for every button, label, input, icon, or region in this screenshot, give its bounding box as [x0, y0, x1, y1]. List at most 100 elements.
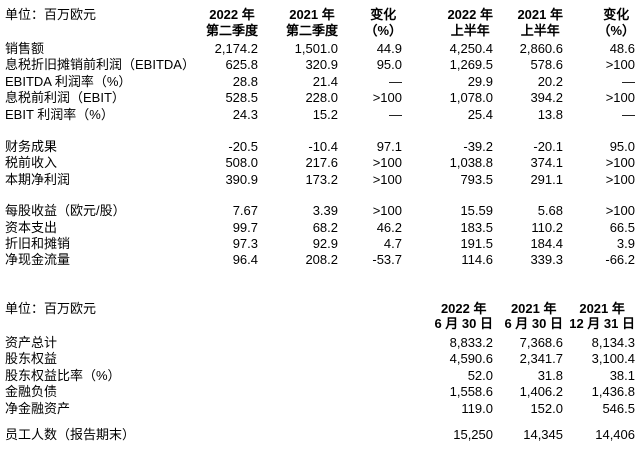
cell-value: >100	[605, 155, 635, 171]
section-gap	[5, 269, 635, 301]
cell-value: 14,406	[595, 426, 635, 442]
cell-value: 1,269.5	[449, 57, 493, 73]
cell-value: >100	[605, 90, 635, 106]
table-row: 金融负债 1,558.6 1,406.2 1,436.8	[5, 384, 635, 400]
col-header-line1: 2022 年	[209, 7, 255, 22]
cell-value: 99.7	[232, 219, 258, 235]
table-header-row: 单位：百万欧元 2022 年第二季度 2021 年第二季度 变化 （%） 2022…	[5, 7, 635, 41]
col-header-line2: 第二季度	[285, 22, 338, 38]
row-label: 员工人数（报告期末）	[5, 426, 136, 442]
cell-value: 4.7	[383, 236, 402, 252]
cell-value: 184.4	[530, 236, 563, 252]
cell-value: 28.8	[232, 73, 258, 89]
row-label: 净现金流量	[5, 252, 71, 268]
row-label: 财务成果	[5, 139, 58, 155]
row-label: EBIT 利润率（%）	[5, 106, 114, 122]
cell-value: >100	[372, 203, 402, 219]
cell-value: -39.2	[463, 139, 493, 155]
row-label: 每股收益（欧元/股）	[5, 203, 126, 219]
cell-value: 2,174.2	[214, 41, 258, 56]
cell-value: -10.4	[308, 139, 338, 155]
cell-value: 52.0	[467, 367, 493, 383]
row-label: 销售额	[5, 41, 45, 56]
col-header-2022-h1: 2022 年上半年	[402, 7, 493, 41]
cell-value: 625.8	[225, 57, 258, 73]
cell-value: 66.5	[609, 219, 635, 235]
cell-value: 48.6	[609, 41, 635, 56]
col-header-line2: （%）	[364, 22, 402, 38]
cell-value: >100	[605, 57, 635, 73]
spacer-row	[5, 417, 635, 427]
cell-value: 320.9	[305, 57, 338, 73]
col-header-change-half: 变化 （%）	[563, 7, 635, 41]
col-header-line1: 2022 年	[440, 300, 487, 316]
col-header-line1: 2021 年	[289, 7, 335, 22]
cell-value: -66.2	[605, 252, 635, 268]
cell-value: 4,590.6	[449, 351, 493, 367]
cell-value: 228.0	[305, 90, 338, 106]
cell-value: 110.2	[531, 219, 563, 235]
cell-value: 68.2	[312, 219, 338, 235]
cell-value: 2,341.7	[519, 351, 563, 367]
cell-value: 1,558.6	[449, 384, 493, 400]
col-header-line2: 12 月 31 日	[569, 316, 635, 332]
cell-value: 1,501.0	[294, 41, 338, 56]
col-header-2021-12-31: 2021 年 12 月 31 日	[563, 301, 635, 335]
cell-value: >100	[372, 171, 402, 187]
cell-value: 95.0	[609, 139, 635, 155]
cell-value: 7.67	[232, 203, 258, 219]
col-header-line1: 2021 年	[517, 7, 563, 22]
table-row: 财务成果 -20.5 -10.4 97.1 -39.2 -20.1 95.0	[5, 139, 635, 155]
cell-value: 1,038.8	[449, 155, 493, 171]
table-row: 员工人数（报告期末） 15,250 14,345 14,406	[5, 427, 635, 443]
table-row: 息税前利润（EBIT） 528.5 228.0 >100 1,078.0 394…	[5, 90, 635, 106]
cell-value: 191.5	[460, 236, 493, 252]
cell-value: 20.2	[537, 73, 563, 89]
cell-value: 152.0	[530, 400, 563, 416]
col-header-line2: 上半年	[450, 22, 490, 38]
cell-value: 31.8	[537, 367, 563, 383]
spacer-row	[5, 123, 635, 139]
cell-value: 291.1	[530, 171, 563, 187]
col-header-line1: 2022 年	[447, 7, 493, 22]
cell-value: >100	[372, 155, 402, 171]
cell-value: 2,860.6	[519, 41, 563, 56]
cell-value: >100	[605, 203, 635, 219]
row-label: 股东权益比率（%）	[5, 367, 121, 383]
cell-value: —	[622, 73, 635, 89]
cell-value: 15.2	[312, 106, 338, 122]
col-header-line1: 2021 年	[510, 300, 557, 316]
cell-value: 1,406.2	[519, 384, 563, 400]
cell-value: 173.2	[305, 171, 338, 187]
row-label: 金融负债	[5, 384, 58, 400]
cell-value: —	[389, 73, 402, 89]
cell-value: 7,368.6	[519, 334, 563, 350]
cell-value: 97.3	[232, 236, 258, 252]
unit-label: 单位：百万欧元	[5, 7, 97, 22]
cell-value: 3.9	[616, 236, 635, 252]
cell-value: 508.0	[225, 155, 258, 171]
cell-value: 546.5	[602, 400, 635, 416]
cell-value: 394.2	[530, 90, 563, 106]
row-label: 净金融资产	[5, 400, 71, 416]
cell-value: 24.3	[232, 106, 258, 122]
row-label: 税前收入	[5, 155, 58, 171]
cell-value: 15,250	[453, 426, 493, 442]
col-header-change-quarter: 变化 （%）	[338, 7, 402, 41]
cell-value: 339.3	[530, 252, 563, 268]
cell-value: 15.59	[460, 203, 493, 219]
table-row: 净金融资产 119.0 152.0 546.5	[5, 401, 635, 417]
cell-value: 25.4	[467, 106, 493, 122]
cell-value: 183.5	[460, 219, 493, 235]
table-row: 每股收益（欧元/股） 7.67 3.39 >100 15.59 5.68 >10…	[5, 203, 635, 219]
cell-value: 14,345	[523, 426, 563, 442]
col-header-line1: 变化	[370, 7, 397, 22]
table-row: 本期净利润 390.9 173.2 >100 793.5 291.1 >100	[5, 172, 635, 188]
col-header-line2: 6 月 30 日	[504, 316, 563, 332]
cell-value: 92.9	[312, 236, 338, 252]
row-label: 股东权益	[5, 351, 58, 367]
row-label: 资本支出	[5, 219, 58, 235]
cell-value: 21.4	[312, 73, 338, 89]
